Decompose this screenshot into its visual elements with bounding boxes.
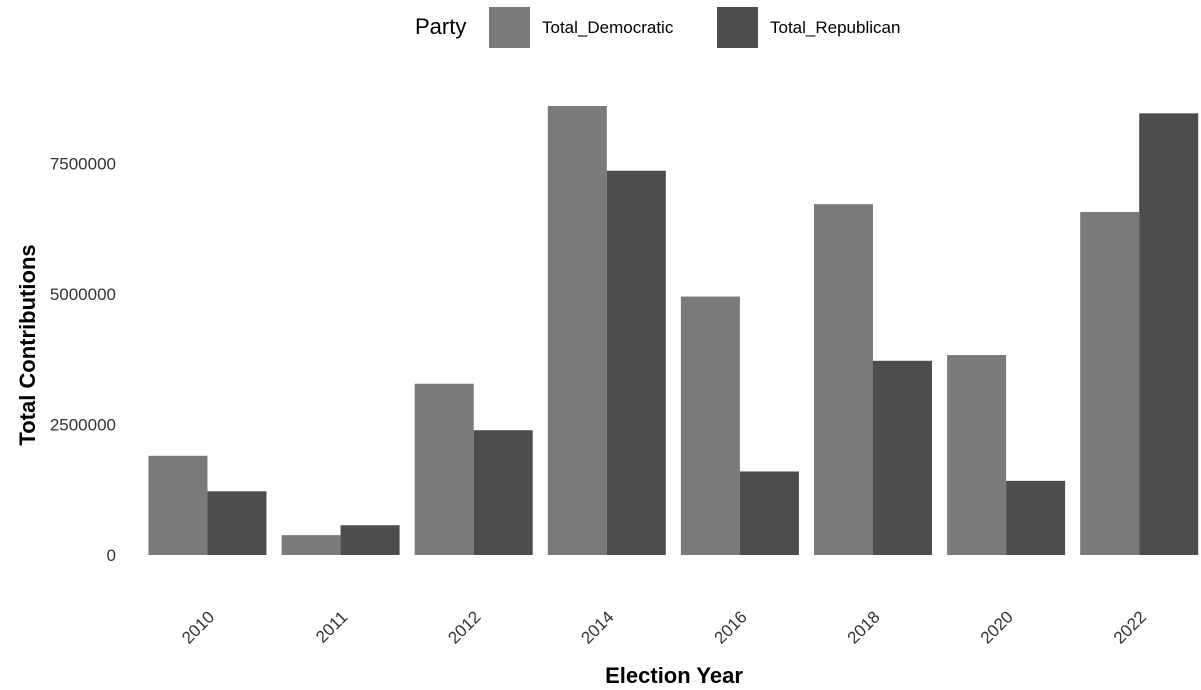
bar-democratic-2018 <box>814 204 873 555</box>
bar-democratic-2012 <box>414 383 474 555</box>
legend: Party Total_Democratic Total_Republican <box>415 7 900 48</box>
bar-republican-2012 <box>473 430 533 555</box>
y-tick-label: 0 <box>107 546 116 565</box>
legend-title: Party <box>415 14 466 39</box>
y-tick-label: 2500000 <box>50 415 116 434</box>
x-tick-label: 2022 <box>1110 607 1150 647</box>
legend-label-republican: Total_Republican <box>770 18 900 37</box>
bars <box>148 106 1199 556</box>
legend-swatch-democratic <box>489 7 530 48</box>
legend-swatch-republican <box>717 7 758 48</box>
bar-republican-2010 <box>207 491 267 555</box>
bar-democratic-2010 <box>148 455 208 555</box>
bar-democratic-2020 <box>947 355 1007 555</box>
x-axis-ticks: 2010 2011 2012 2014 2016 2018 2020 2022 <box>178 607 1150 647</box>
bar-republican-2018 <box>873 360 932 555</box>
y-tick-label: 5000000 <box>50 285 116 304</box>
x-tick-label: 2012 <box>444 607 484 647</box>
y-axis-title: Total Contributions <box>15 244 40 445</box>
bar-republican-2016 <box>739 471 799 555</box>
x-tick-label: 2010 <box>178 607 218 647</box>
bar-republican-2011 <box>340 525 400 555</box>
bar-democratic-2016 <box>680 296 740 555</box>
bar-republican-2022 <box>1139 113 1199 556</box>
x-axis-title: Election Year <box>605 663 743 688</box>
x-tick-label: 2011 <box>312 607 351 646</box>
bar-democratic-2022 <box>1080 211 1140 556</box>
bar-democratic-2014 <box>547 106 607 555</box>
x-tick-label: 2020 <box>977 607 1017 647</box>
x-tick-label: 2014 <box>577 607 617 647</box>
legend-label-democratic: Total_Democratic <box>542 18 674 37</box>
y-tick-label: 7500000 <box>50 154 116 173</box>
bar-democratic-2011 <box>281 535 341 555</box>
x-tick-label: 2016 <box>711 607 751 647</box>
y-axis-ticks: 0 2500000 5000000 7500000 <box>50 154 116 565</box>
x-tick-label: 2018 <box>844 607 884 647</box>
bar-republican-2020 <box>1006 480 1066 555</box>
bar-republican-2014 <box>606 170 666 555</box>
